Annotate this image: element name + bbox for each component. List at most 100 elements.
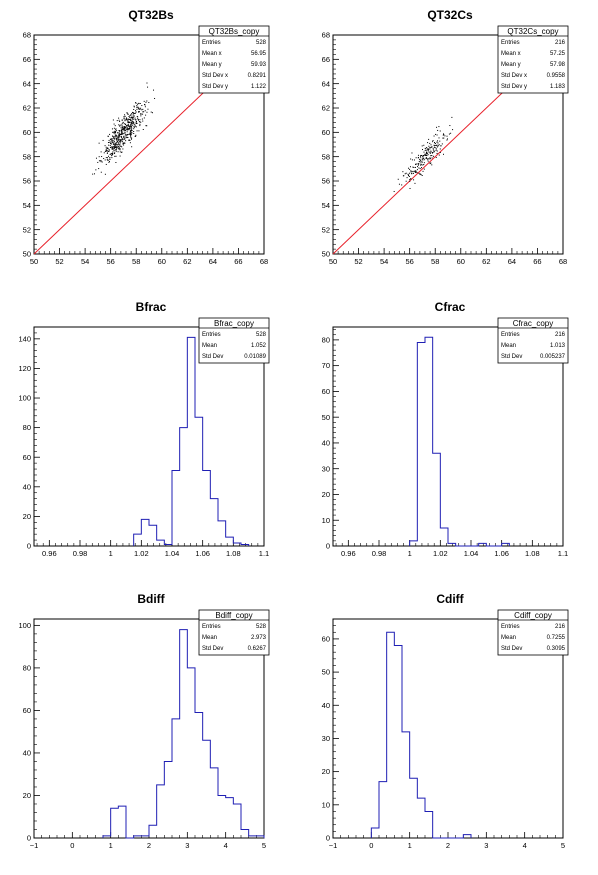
scatter-point (98, 168, 100, 170)
scatter-point (126, 118, 128, 120)
scatter-point (429, 148, 431, 150)
scatter-points (92, 82, 156, 175)
scatter-point (110, 143, 112, 145)
stats-label: Mean (202, 343, 217, 349)
scatter-point (148, 102, 150, 104)
scatter-point (121, 129, 123, 131)
scatter-point (118, 130, 120, 132)
scatter-point (142, 111, 144, 113)
scatter-point (130, 133, 132, 135)
scatter-point (114, 150, 116, 152)
scatter-point (421, 167, 423, 169)
scatter-point (431, 157, 433, 159)
scatter-point (115, 162, 117, 164)
y-tick-label: 58 (322, 152, 330, 161)
scatter-point (431, 155, 433, 157)
scatter-point (406, 177, 408, 179)
scatter-point (118, 148, 120, 150)
scatter-point (104, 145, 106, 147)
scatter-point (116, 147, 118, 149)
scatter-point (134, 117, 136, 119)
y-tick-label: 50 (322, 668, 330, 677)
scatter-point (408, 174, 410, 176)
scatter-point (98, 160, 100, 162)
scatter-point (130, 114, 132, 116)
scatter-point (133, 105, 135, 107)
scatter-point (114, 125, 116, 127)
scatter-point (130, 137, 132, 139)
scatter-point (146, 125, 148, 127)
scatter-point (117, 143, 119, 145)
scatter-point (136, 122, 138, 124)
scatter-point (117, 144, 119, 146)
scatter-point (415, 163, 417, 165)
scatter-point (129, 119, 131, 121)
y-tick-label: 70 (322, 361, 330, 370)
scatter-point (146, 82, 148, 84)
x-tick-label: 0.96 (42, 549, 57, 558)
scatter-point (109, 138, 111, 140)
scatter-point (128, 133, 130, 135)
scatter-point (112, 119, 114, 121)
scatter-point (411, 152, 413, 154)
scatter-point (153, 89, 155, 91)
scatter-point (428, 138, 430, 140)
scatter-point (125, 134, 127, 136)
scatter-point (113, 136, 115, 138)
scatter-point (113, 132, 115, 134)
scatter-point (114, 130, 116, 132)
scatter-point (106, 152, 108, 154)
scatter-point (131, 120, 133, 122)
scatter-point (133, 118, 135, 120)
chart-title: Bfrac (136, 300, 167, 314)
scatter-point (426, 150, 428, 152)
y-tick-label: 60 (322, 635, 330, 644)
stats-label: Mean (202, 635, 217, 641)
stats-value: 0.9558 (547, 73, 566, 79)
stats-label: Mean y (202, 62, 222, 68)
scatter-point (407, 167, 409, 169)
scatter-point (425, 148, 427, 150)
scatter-point (407, 175, 409, 177)
scatter-point (410, 178, 412, 180)
scatter-point (435, 156, 437, 158)
scatter-point (447, 138, 449, 140)
x-tick-label: 1 (408, 549, 412, 558)
scatter-point (441, 143, 443, 145)
stats-label: Std Dev (202, 354, 223, 360)
scatter-point (131, 118, 133, 120)
scatter-point (116, 139, 118, 141)
scatter-point (111, 128, 113, 130)
x-tick-label: 0.96 (341, 549, 356, 558)
scatter-point (132, 112, 134, 114)
scatter-point (127, 123, 129, 125)
scatter-point (139, 121, 141, 123)
y-tick-label: 30 (322, 734, 330, 743)
stats-label: Std Dev x (501, 73, 527, 79)
scatter-point (437, 146, 439, 148)
x-tick-label: 54 (81, 257, 89, 266)
y-tick-label: 0 (326, 834, 330, 843)
scatter-point (97, 161, 99, 163)
scatter-point (141, 105, 143, 107)
scatter-point (138, 111, 140, 113)
scatter-point (435, 147, 437, 149)
scatter-point (135, 120, 137, 122)
scatter-point (118, 119, 120, 121)
scatter-point (114, 142, 116, 144)
scatter-point (433, 151, 435, 153)
scatter-point (417, 157, 419, 159)
scatter-point (98, 142, 100, 144)
scatter-point (107, 147, 109, 149)
plot-frame (332, 326, 564, 547)
scatter-point (449, 125, 451, 127)
y-tick-label: 54 (23, 201, 31, 210)
scatter-point (128, 122, 130, 124)
scatter-point (150, 111, 152, 113)
y-tick-label: 62 (322, 104, 330, 113)
scatter-point (121, 133, 123, 135)
y-tick-label: 54 (322, 201, 330, 210)
scatter-point (419, 158, 421, 160)
scatter-point (422, 155, 424, 157)
scatter-point (135, 110, 137, 112)
